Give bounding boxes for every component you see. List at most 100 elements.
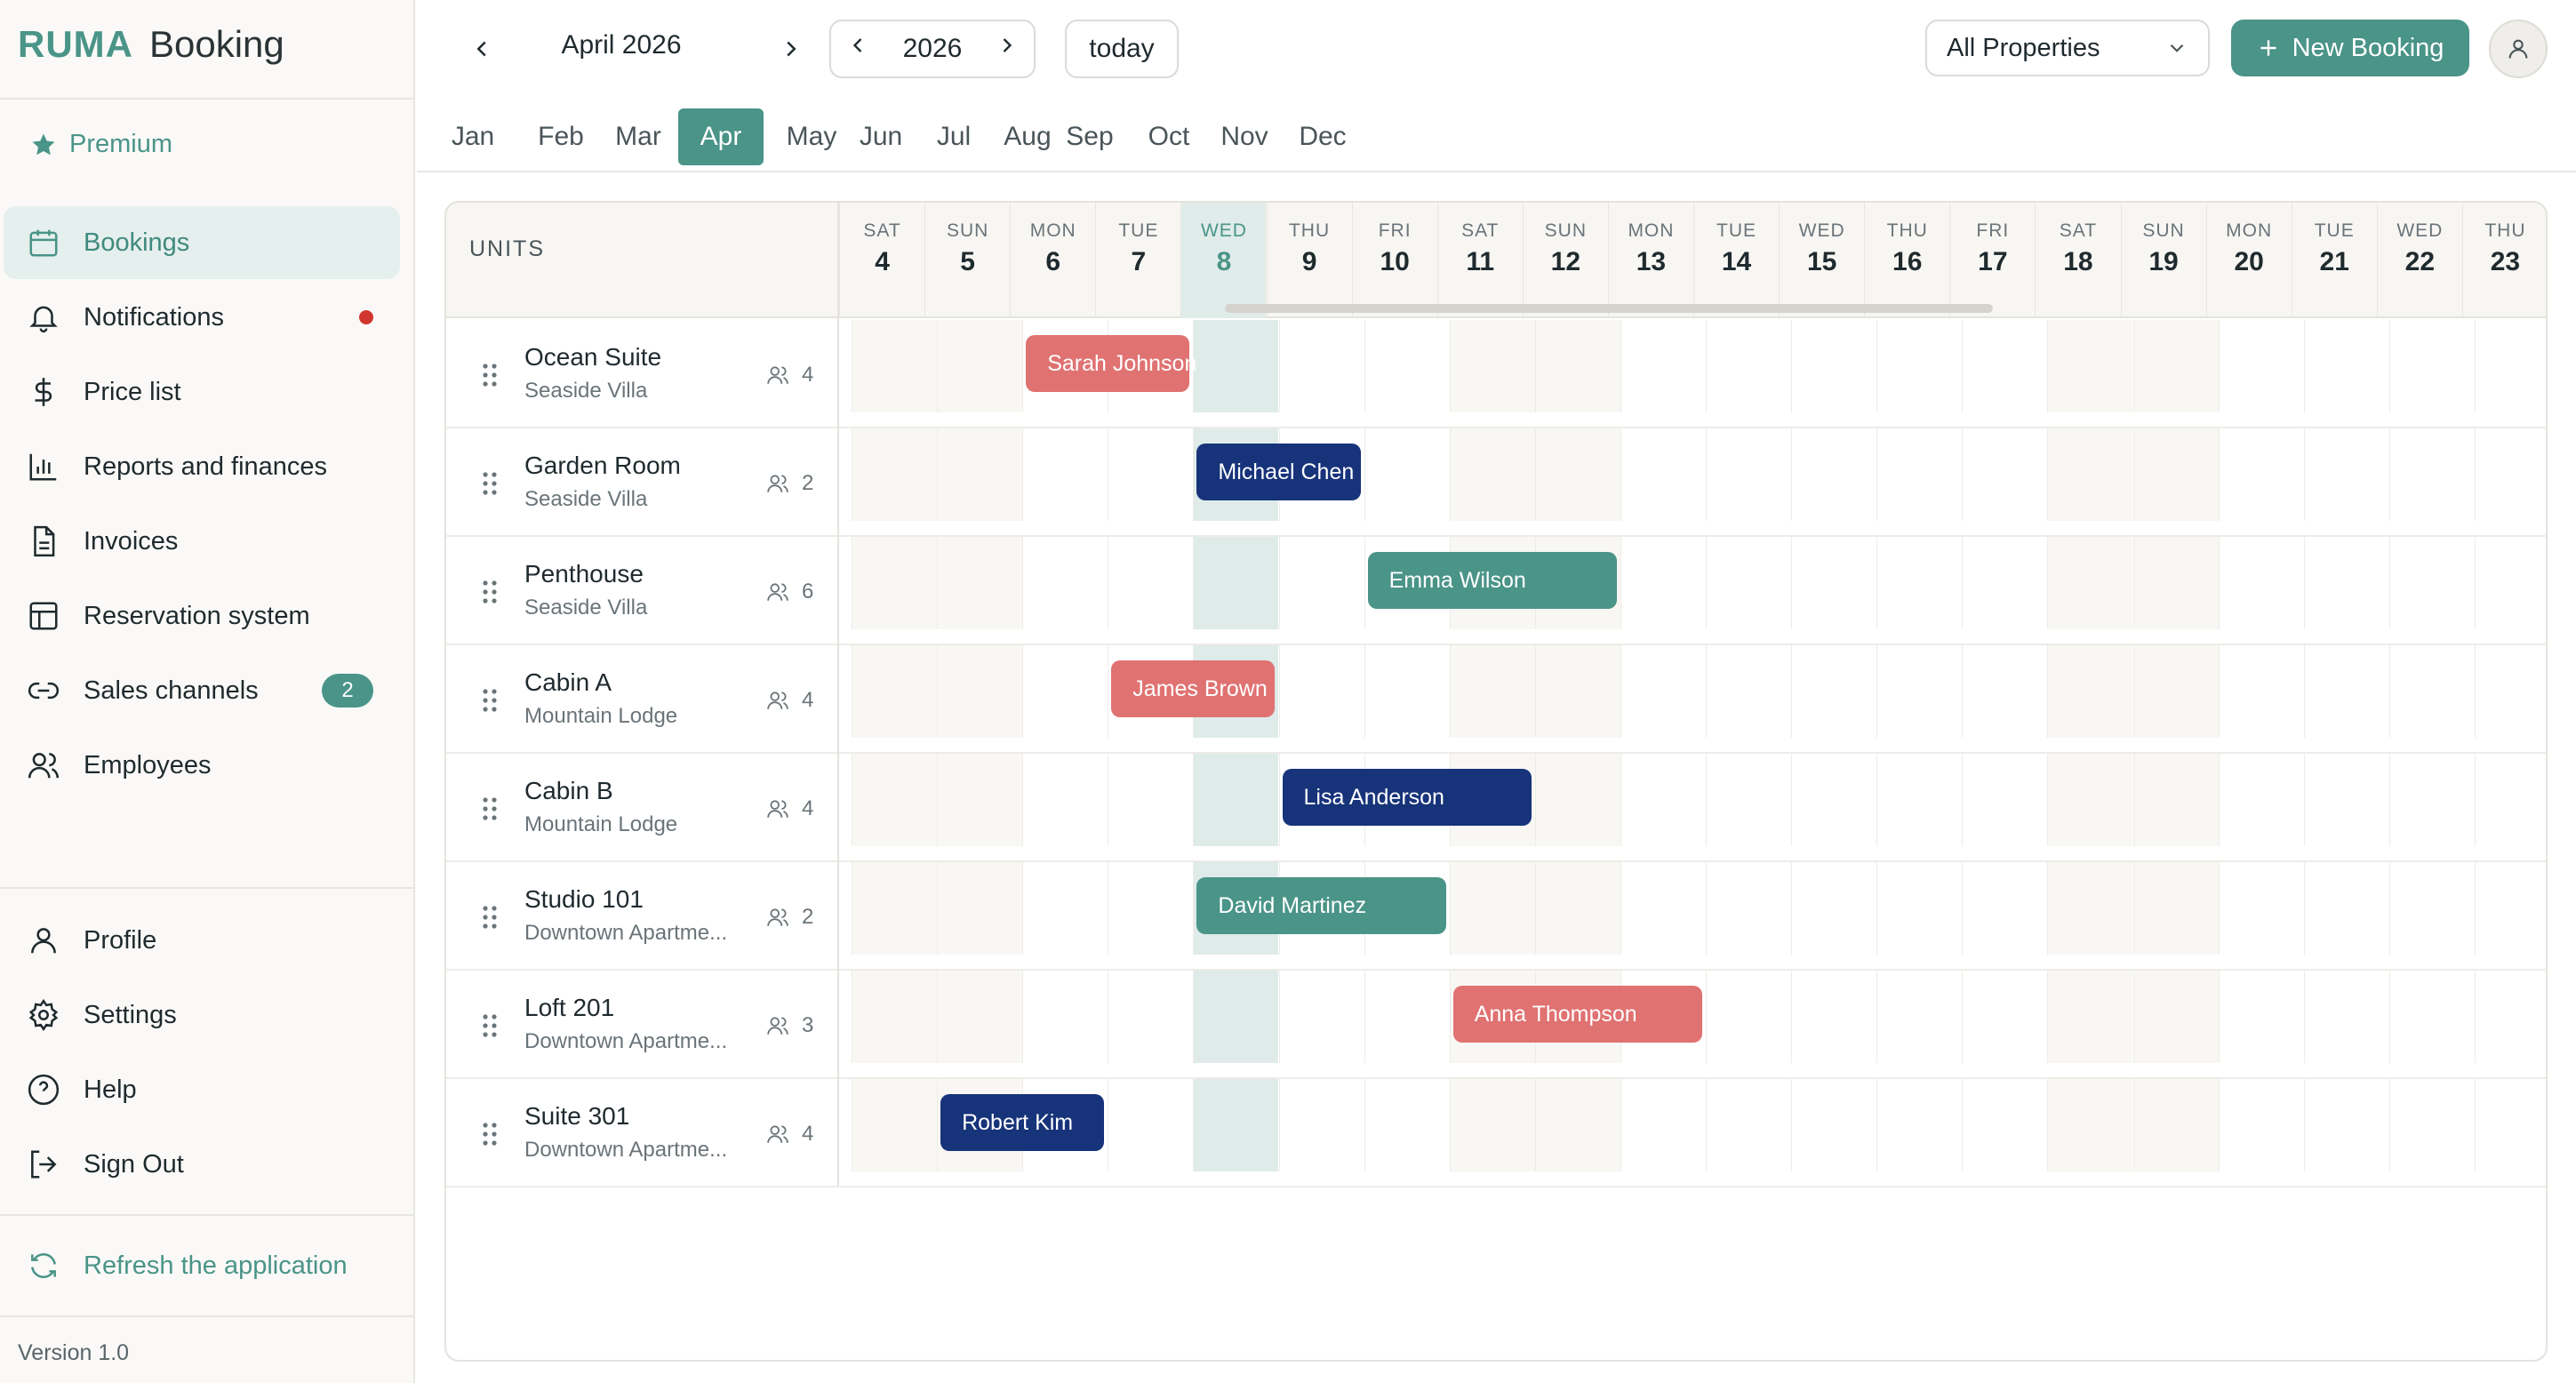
calendar-cell[interactable]	[1193, 320, 1279, 412]
calendar-cell[interactable]	[852, 1079, 938, 1171]
tab-month-feb[interactable]: Feb	[538, 122, 584, 151]
drag-handle-icon[interactable]	[482, 688, 498, 713]
calendar-cell[interactable]	[2303, 754, 2389, 846]
sidebar-item-profile[interactable]: Profile	[4, 904, 400, 977]
calendar-cell[interactable]	[937, 645, 1023, 738]
drag-handle-icon[interactable]	[482, 1013, 498, 1038]
calendar-cell[interactable]	[2388, 971, 2475, 1063]
unit-name[interactable]: Cabin B	[524, 777, 613, 804]
calendar-cell[interactable]	[1876, 862, 1962, 955]
calendar-cell[interactable]	[2474, 862, 2546, 955]
calendar-cell[interactable]	[2474, 320, 2546, 412]
calendar-cell[interactable]	[1278, 645, 1364, 738]
calendar-cell[interactable]	[1791, 537, 1876, 629]
calendar-cell[interactable]	[2047, 645, 2133, 738]
calendar-cell[interactable]	[1962, 971, 2047, 1063]
calendar-cell[interactable]	[2303, 971, 2389, 1063]
calendar-cell[interactable]	[2303, 862, 2389, 955]
calendar-cell[interactable]	[1364, 537, 1450, 629]
sidebar-item-help[interactable]: Help	[4, 1053, 400, 1126]
calendar-cell[interactable]	[1449, 1079, 1535, 1171]
calendar-cell[interactable]	[937, 971, 1023, 1063]
calendar-cell[interactable]	[1791, 320, 1876, 412]
booking-bar[interactable]: Anna Thompson	[1452, 986, 1702, 1043]
calendar-cell[interactable]	[2132, 320, 2219, 412]
calendar-cell[interactable]	[1962, 537, 2047, 629]
today-button[interactable]: today	[1065, 20, 1179, 78]
calendar-cell[interactable]	[1620, 862, 1706, 955]
calendar-cell[interactable]	[1278, 320, 1364, 412]
calendar-cell[interactable]	[2388, 754, 2475, 846]
booking-bar[interactable]: James Brown	[1111, 660, 1276, 717]
calendar-cell[interactable]	[1706, 645, 1791, 738]
calendar-cell[interactable]	[1876, 645, 1962, 738]
calendar-cell[interactable]	[1876, 537, 1962, 629]
calendar-cell[interactable]	[1534, 862, 1620, 955]
tab-month-aug[interactable]: Aug	[1004, 122, 1052, 151]
calendar-cell[interactable]	[852, 645, 938, 738]
calendar-cell[interactable]	[2303, 428, 2389, 521]
calendar-cell[interactable]	[1364, 1079, 1450, 1171]
calendar-cell[interactable]	[2474, 1079, 2546, 1171]
calendar-cell[interactable]	[1022, 862, 1108, 955]
calendar-cell[interactable]	[2132, 1079, 2219, 1171]
calendar-cell[interactable]	[937, 754, 1023, 846]
booking-bar[interactable]: Robert Kim	[940, 1094, 1105, 1151]
calendar-cell[interactable]	[1108, 754, 1193, 846]
next-month-button[interactable]	[769, 27, 813, 71]
calendar-cell[interactable]	[1706, 1079, 1791, 1171]
tab-month-jan[interactable]: Jan	[451, 122, 495, 151]
calendar-cell[interactable]	[1449, 645, 1535, 738]
calendar-cell[interactable]	[1364, 971, 1450, 1063]
calendar-cell[interactable]	[1620, 320, 1706, 412]
calendar-cell[interactable]	[2474, 971, 2546, 1063]
calendar-cell[interactable]	[1791, 862, 1876, 955]
calendar-cell[interactable]	[1364, 428, 1450, 521]
calendar-cell[interactable]	[2132, 428, 2219, 521]
calendar-cell[interactable]	[1278, 537, 1364, 629]
user-avatar[interactable]	[2489, 20, 2548, 78]
sidebar-item-invoices[interactable]: Invoices	[4, 505, 400, 578]
drag-handle-icon[interactable]	[482, 1122, 498, 1147]
calendar-cell[interactable]	[1962, 754, 2047, 846]
calendar-cell[interactable]	[1620, 1079, 1706, 1171]
calendar-cell[interactable]	[1193, 1079, 1279, 1171]
calendar-cell[interactable]	[1534, 428, 1620, 521]
unit-name[interactable]: Suite 301	[524, 1102, 630, 1130]
calendar-cell[interactable]	[1022, 428, 1108, 521]
calendar-cell[interactable]	[2047, 971, 2133, 1063]
tab-month-mar[interactable]: Mar	[615, 122, 661, 151]
booking-bar[interactable]: Sarah Johnson	[1026, 335, 1196, 392]
calendar-cell[interactable]	[1962, 428, 2047, 521]
calendar-cell[interactable]	[1962, 320, 2047, 412]
calendar-cell[interactable]	[852, 320, 938, 412]
calendar-cell[interactable]	[2218, 645, 2304, 738]
calendar-cell[interactable]	[1534, 320, 1620, 412]
calendar-cell[interactable]	[2388, 428, 2475, 521]
calendar-cell[interactable]	[2047, 1079, 2133, 1171]
calendar-cell[interactable]	[1962, 1079, 2047, 1171]
calendar-cell[interactable]	[1620, 754, 1706, 846]
tab-month-jul[interactable]: Jul	[936, 122, 972, 151]
premium-link[interactable]: Premium	[30, 130, 172, 159]
calendar-cell[interactable]	[852, 537, 938, 629]
horizontal-scrollbar[interactable]	[1225, 304, 1993, 313]
booking-bar[interactable]: David Martinez	[1196, 877, 1446, 934]
calendar-cell[interactable]	[2047, 862, 2133, 955]
calendar-cell[interactable]	[2303, 645, 2389, 738]
property-select[interactable]: All Properties	[1925, 20, 2210, 76]
calendar-cell[interactable]	[2388, 320, 2475, 412]
calendar-cell[interactable]	[2132, 754, 2219, 846]
calendar-cell[interactable]	[1534, 1079, 1620, 1171]
drag-handle-icon[interactable]	[482, 905, 498, 930]
booking-bar[interactable]: Emma Wilson	[1367, 552, 1617, 609]
sidebar-item-bookings[interactable]: Bookings	[4, 206, 400, 279]
unit-name[interactable]: Cabin A	[524, 668, 612, 696]
calendar-cell[interactable]	[2218, 428, 2304, 521]
calendar-cell[interactable]	[1876, 754, 1962, 846]
calendar-cell[interactable]	[1022, 320, 1108, 412]
calendar-cell[interactable]	[1706, 537, 1791, 629]
calendar-cell[interactable]	[2474, 428, 2546, 521]
sidebar-item-sign-out[interactable]: Sign Out	[4, 1128, 400, 1201]
calendar-cell[interactable]	[2388, 1079, 2475, 1171]
